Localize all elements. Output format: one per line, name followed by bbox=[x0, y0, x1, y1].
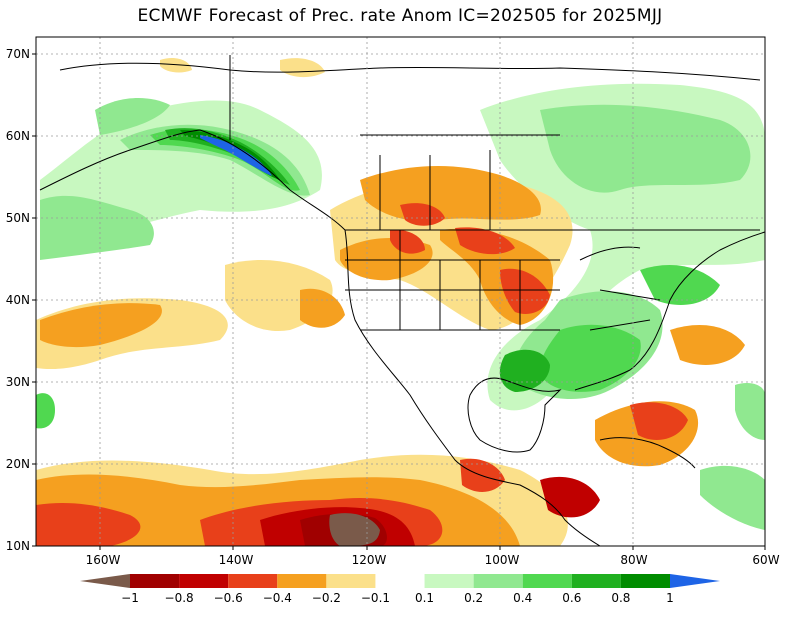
anomaly-red-orange bbox=[36, 503, 141, 546]
colorbar-label: −0.1 bbox=[361, 591, 390, 605]
lon-axis: 160W 140W 120W 100W 80W 60W bbox=[86, 546, 780, 567]
map-title: ECMWF Forecast of Prec. rate Anom IC=202… bbox=[137, 6, 663, 26]
anomaly-green-strong bbox=[499, 349, 550, 392]
anomaly-orange bbox=[300, 288, 345, 328]
colorbar-arrow-high bbox=[670, 574, 720, 588]
lon-label: 80W bbox=[620, 553, 647, 567]
lat-label: 30N bbox=[6, 375, 30, 389]
colorbar-label: −0.4 bbox=[263, 591, 292, 605]
colorbar-swatch bbox=[375, 574, 425, 588]
anomaly-green bbox=[735, 383, 765, 440]
anomaly-green-mid bbox=[150, 128, 300, 191]
colorbar-swatch bbox=[424, 574, 474, 588]
colorbar-label: 1 bbox=[666, 591, 674, 605]
lat-label: 20N bbox=[6, 457, 30, 471]
anomaly-green bbox=[540, 104, 751, 193]
colorbar-label: −0.8 bbox=[165, 591, 194, 605]
lon-label: 120W bbox=[352, 553, 387, 567]
anomaly-yellow bbox=[160, 58, 192, 73]
colorbar-label: 0.6 bbox=[562, 591, 581, 605]
lon-label: 100W bbox=[485, 553, 520, 567]
anomaly-red-orange bbox=[390, 229, 425, 254]
colorbar-swatch bbox=[522, 574, 572, 588]
anomaly-red-orange bbox=[630, 402, 688, 440]
anomaly-green-strong bbox=[165, 128, 290, 185]
lat-label: 10N bbox=[6, 539, 30, 553]
coastlines bbox=[39, 55, 765, 546]
colorbar-swatch bbox=[326, 574, 376, 588]
colorbar-label: 0.4 bbox=[513, 591, 532, 605]
colorbar-label: 0.2 bbox=[464, 591, 483, 605]
lat-label: 70N bbox=[6, 47, 30, 61]
anomaly-field bbox=[36, 37, 765, 546]
colorbar-swatch bbox=[130, 574, 180, 588]
colorbar-swatch bbox=[277, 574, 327, 588]
anomaly-blue bbox=[200, 135, 272, 176]
colorbar-swatch bbox=[179, 574, 229, 588]
anomaly-orange bbox=[40, 303, 162, 348]
anomaly-red bbox=[540, 476, 600, 518]
colorbar-label: −0.6 bbox=[214, 591, 243, 605]
lat-label: 40N bbox=[6, 293, 30, 307]
colorbar-swatch bbox=[228, 574, 278, 588]
colorbar: −1 −0.8 −0.6 −0.4 −0.2 −0.1 0.1 0.2 0.4 0.6 0.8 1 bbox=[80, 574, 720, 605]
colorbar-label: −0.2 bbox=[312, 591, 341, 605]
anomaly-green bbox=[95, 98, 170, 135]
map-border bbox=[35, 36, 766, 547]
colorbar-label: 0.1 bbox=[415, 591, 434, 605]
colorbar-swatch bbox=[473, 574, 523, 588]
anomaly-green bbox=[40, 195, 154, 260]
lat-label: 50N bbox=[6, 211, 30, 225]
anomaly-green bbox=[700, 465, 765, 530]
graticule bbox=[36, 37, 765, 546]
colorbar-swatch bbox=[571, 574, 621, 588]
colorbar-label: 0.8 bbox=[611, 591, 630, 605]
anomaly-red-orange bbox=[500, 268, 550, 315]
anomaly-green-mid bbox=[36, 393, 55, 429]
colorbar-label: −1 bbox=[121, 591, 139, 605]
lon-label: 140W bbox=[219, 553, 254, 567]
anomaly-orange bbox=[670, 325, 745, 365]
anomaly-red-orange bbox=[400, 203, 445, 226]
colorbar-arrow-low bbox=[80, 574, 130, 588]
colorbar-swatch bbox=[620, 574, 670, 588]
lat-axis: 70N 60N 50N 40N 30N 20N 10N bbox=[6, 47, 36, 553]
anomaly-green-mid bbox=[539, 324, 641, 392]
lat-label: 60N bbox=[6, 129, 30, 143]
lon-label: 60W bbox=[752, 553, 779, 567]
lon-label: 160W bbox=[86, 553, 121, 567]
